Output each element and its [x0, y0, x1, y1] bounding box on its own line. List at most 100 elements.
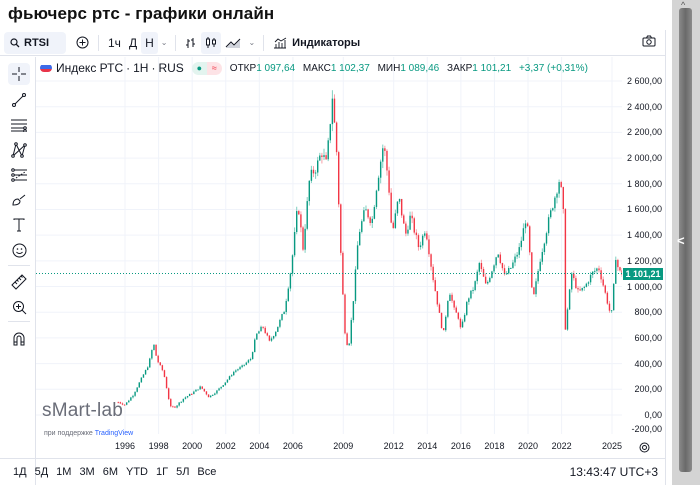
candle-down [119, 402, 122, 404]
tradingview-link[interactable]: TradingView [94, 430, 134, 437]
interval-day[interactable]: Д [128, 35, 138, 50]
time-axis[interactable]: 1996 1998 2000 2002 2004 2006 2009 2012 2014 2016… [36, 434, 666, 454]
candle-down [415, 232, 418, 236]
fib-tool[interactable] [8, 114, 30, 136]
candle-up [125, 402, 128, 405]
candle-down [161, 365, 164, 371]
smart-lab-logo[interactable]: sMart-lab [42, 400, 123, 421]
candle-up [547, 217, 550, 234]
text-tool[interactable] [8, 214, 30, 236]
chart-legend: Индекс РТС · 1Н · RUS ● ≈ ОТКР1 097,64 М… [40, 61, 593, 75]
candle-down [191, 393, 193, 395]
screenshot-button[interactable] [642, 35, 656, 50]
y-tick-label: -200,00 [631, 424, 662, 434]
search-icon [10, 37, 20, 47]
close-value: 1 101,21 [472, 62, 512, 74]
pattern-tool[interactable] [8, 139, 30, 161]
candle-up [193, 391, 195, 395]
y-tick-label: 1 000,00 [626, 281, 662, 292]
candle-up [327, 140, 329, 160]
candle-down [562, 187, 564, 210]
scroll-up-icon[interactable]: ^ [681, 0, 686, 10]
range-5y[interactable]: 5Л [176, 466, 190, 478]
candles-style-button[interactable] [201, 31, 222, 54]
interval-1h[interactable]: 1ч [108, 35, 121, 50]
crosshair-tool[interactable] [8, 63, 30, 85]
chart-widget: RTSI 1ч Д Н ⌄ ⌄ Индикаторы [0, 30, 666, 485]
range-1y[interactable]: 1Г [156, 466, 169, 478]
candle-up [379, 161, 382, 178]
candle-up [224, 382, 227, 386]
price-chart[interactable] [36, 57, 622, 434]
symbol-search[interactable]: RTSI [4, 31, 66, 54]
y-tick-label: 400,00 [634, 358, 662, 369]
zoom-tool[interactable] [8, 296, 30, 318]
candle-up [407, 229, 409, 234]
candle-up [474, 281, 476, 290]
y-tick-label: 2 600,00 [626, 76, 662, 86]
smiley-icon [12, 243, 26, 257]
range-5d[interactable]: 5Д [34, 466, 49, 478]
candle-up [184, 397, 187, 399]
interval-week[interactable]: Н [141, 31, 158, 54]
candle-up [470, 290, 472, 299]
candle-up [541, 252, 544, 262]
page-scrollbar[interactable]: ^ < [672, 0, 700, 485]
bars-style-button[interactable] [181, 32, 201, 54]
candle-down [170, 399, 172, 407]
axis-settings-button[interactable] [639, 440, 650, 458]
candle-down [432, 266, 434, 281]
candle-up [554, 197, 556, 209]
candle-down [619, 267, 621, 271]
candle-up [472, 289, 474, 291]
range-ytd[interactable]: YTD [126, 466, 148, 478]
y-tick-label: 200,00 [634, 384, 662, 395]
candle-down [428, 239, 430, 255]
compare-button[interactable] [72, 32, 93, 54]
candle-down [482, 269, 485, 277]
range-1d[interactable]: 1Д [13, 466, 27, 478]
candle-up [354, 269, 357, 302]
magnet-tool[interactable] [8, 327, 30, 349]
chevron-down-icon[interactable]: ⌄ [160, 38, 168, 47]
candle-down [159, 362, 161, 366]
candle-down [434, 280, 436, 292]
candle-up [317, 160, 319, 173]
range-3m[interactable]: 3М [79, 466, 95, 478]
area-style-button[interactable] [221, 32, 245, 54]
legend-interval: 1Н [133, 61, 149, 75]
indicators-button[interactable]: Индикаторы [269, 37, 360, 49]
market-status-pill[interactable]: ● ≈ [191, 61, 222, 75]
emoji-tool[interactable] [8, 239, 30, 261]
powered-prefix: при поддержке [44, 430, 93, 437]
candle-up [468, 298, 470, 302]
clock[interactable]: 13:43:47 UTC+3 [569, 465, 658, 479]
candle-down [430, 254, 432, 267]
candle-up [130, 397, 132, 401]
delayed-data-icon: ≈ [206, 61, 222, 75]
candle-up [296, 211, 298, 233]
divider [8, 321, 30, 322]
collapse-panel-icon[interactable]: < [677, 233, 685, 248]
candle-up [151, 350, 153, 359]
candle-up [419, 245, 422, 248]
range-6m[interactable]: 6М [102, 466, 118, 478]
candle-up [142, 374, 145, 378]
candle-down [403, 215, 405, 224]
candle-up [228, 376, 231, 380]
trend-line-tool[interactable] [8, 89, 30, 111]
price-axis[interactable]: 2 600,00 2 400,00 2 200,00 2 000,00 1 800,00… [622, 57, 666, 434]
candle-down [604, 285, 606, 293]
measure-tool[interactable] [8, 271, 30, 293]
candle-up [449, 294, 451, 302]
candle-up [285, 301, 287, 312]
scrollbar-thumb[interactable] [679, 8, 692, 472]
candle-up [279, 319, 281, 327]
candle-down [503, 268, 506, 275]
chevron-down-icon[interactable]: ⌄ [248, 38, 256, 47]
brush-tool[interactable] [8, 189, 30, 211]
range-all[interactable]: Все [197, 466, 217, 478]
projection-tool[interactable] [8, 164, 30, 186]
range-1m[interactable]: 1М [56, 466, 72, 478]
candle-up [514, 256, 516, 263]
